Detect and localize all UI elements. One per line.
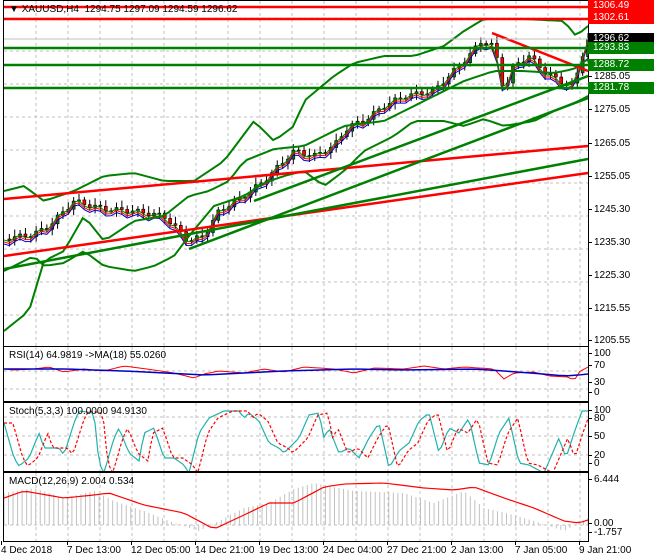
stoch-tick: 0	[588, 458, 600, 469]
rsi-tick: 30	[587, 377, 606, 388]
stochastic-canvas	[4, 403, 588, 471]
price-tick: 1215.55	[587, 303, 631, 314]
stoch-tick: 50	[587, 431, 606, 442]
time-label: 2 Jan 13:00	[451, 541, 504, 556]
price-tick: 1225.30	[587, 270, 631, 281]
rsi-canvas	[4, 347, 588, 401]
macd-tick: 6.444	[587, 474, 620, 485]
stoch-tick: 20	[587, 450, 606, 461]
price-tick: 1285.05	[587, 71, 631, 82]
macd-tick: -1.757	[587, 527, 623, 538]
rsi-pane[interactable]: RSI(14) 64.9819 ->MA(18) 55.0260	[3, 346, 589, 402]
chart-legend: ▼ XAUUSD,H4 1294.75 1297.09 1294.59 1296…	[9, 4, 237, 15]
time-label: 12 Dec 05:00	[131, 541, 191, 556]
price-tag-resistance-2: 1302.61	[588, 12, 654, 24]
time-label: 7 Jan 05:00	[515, 541, 568, 556]
macd-tick: 0.00	[587, 518, 614, 529]
rsi-legend: RSI(14) 64.9819 ->MA(18) 55.0260	[9, 350, 167, 361]
symbol-label: XAUUSD,H4	[21, 4, 79, 15]
time-axis[interactable]: 4 Dec 2018 7 Dec 13:00 12 Dec 05:00 14 D…	[1, 541, 631, 560]
stochastic-legend: Stoch(5,3,3) 100.0000 94.9130	[9, 406, 147, 417]
stochastic-axis: 100 80 50 20 0	[587, 402, 660, 472]
macd-canvas	[4, 473, 588, 541]
price-tick: 1205.55	[587, 335, 631, 346]
ohlc-values: 1294.75 1297.09 1294.59 1296.62	[84, 4, 238, 15]
rsi-tick: 100	[588, 348, 611, 359]
price-tick: 1275.05	[587, 104, 631, 115]
rsi-tick: 0	[588, 387, 600, 398]
rsi-tick: 70	[587, 360, 606, 371]
macd-pane[interactable]: MACD(12,26,9) 2.004 0.534	[3, 472, 589, 542]
price-tick: 1265.05	[587, 138, 631, 149]
collapse-triangle-icon[interactable]: ▼	[9, 4, 19, 15]
price-chart-canvas	[4, 1, 588, 346]
price-axis[interactable]: 1306.49 1302.61 1296.62 1293.83 1288.72 …	[587, 0, 660, 346]
price-tag-resistance-1: 1306.49	[588, 0, 654, 12]
price-tag-support-1: 1293.83	[588, 42, 654, 54]
price-tag-support-2: 1288.72	[588, 59, 654, 71]
price-chart-pane[interactable]: ▼ XAUUSD,H4 1294.75 1297.09 1294.59 1296…	[3, 0, 589, 347]
time-label: 9 Jan 21:00	[579, 541, 632, 556]
time-label: 19 Dec 13:00	[259, 541, 319, 556]
time-label: 14 Dec 21:00	[195, 541, 255, 556]
price-tick: 1255.05	[587, 171, 631, 182]
price-tick: 1245.30	[587, 204, 631, 215]
macd-axis: 6.444 0.00 -1.757	[587, 472, 660, 540]
price-tag-support-3: 1281.78	[588, 82, 654, 94]
macd-legend: MACD(12,26,9) 2.004 0.534	[9, 476, 135, 487]
stochastic-pane[interactable]: Stoch(5,3,3) 100.0000 94.9130	[3, 402, 589, 472]
stoch-tick: 100	[588, 405, 611, 416]
price-tick: 1235.30	[587, 237, 631, 248]
time-label: 24 Dec 04:00	[323, 541, 383, 556]
time-label: 7 Dec 13:00	[67, 541, 121, 556]
time-label: 4 Dec 2018	[1, 541, 53, 556]
rsi-axis: 100 70 30 0	[587, 346, 660, 402]
time-label: 27 Dec 21:00	[387, 541, 447, 556]
stoch-tick: 80	[587, 413, 606, 424]
